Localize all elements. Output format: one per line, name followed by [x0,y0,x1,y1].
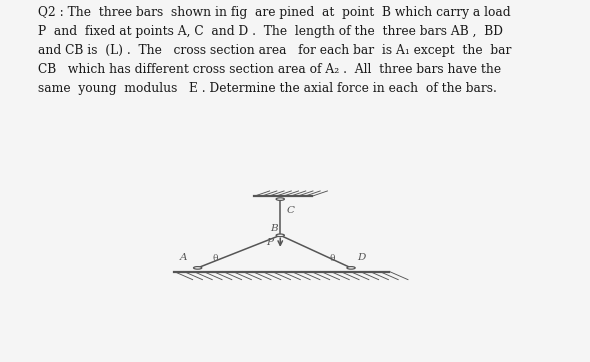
Circle shape [276,234,284,237]
Text: Q2 : The  three bars  shown in fig  are pined  at  point  B which carry a load
P: Q2 : The three bars shown in fig are pin… [38,6,512,95]
Text: P: P [266,238,273,247]
Text: θ: θ [329,254,335,264]
Text: A: A [179,253,187,261]
Text: θ: θ [212,254,218,264]
Circle shape [347,266,355,269]
Text: D: D [357,253,365,262]
Text: B: B [270,224,277,233]
Circle shape [194,266,202,269]
Circle shape [276,198,284,201]
Text: C: C [286,206,294,215]
